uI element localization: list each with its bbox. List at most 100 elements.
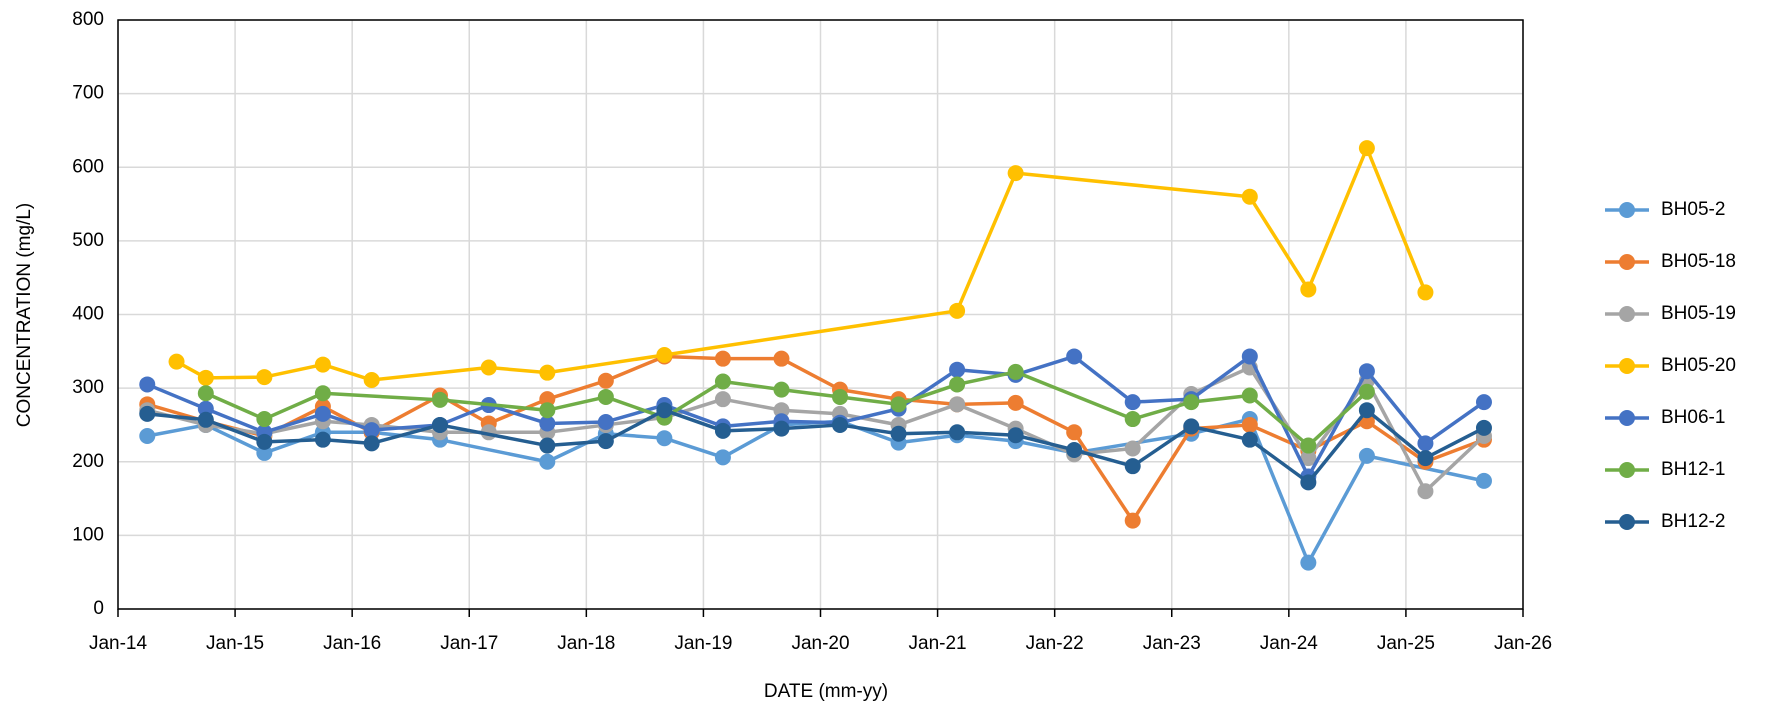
data-point (1183, 418, 1200, 435)
legend-label: BH05-18 (1661, 251, 1736, 272)
data-point (1300, 474, 1317, 491)
data-point (1358, 383, 1375, 400)
data-point (656, 402, 673, 419)
data-point (1124, 440, 1141, 457)
data-point (1124, 458, 1141, 475)
y-tick-label: 800 (72, 9, 104, 30)
data-point (1417, 450, 1434, 467)
data-point (197, 369, 214, 386)
x-tick-label: Jan-14 (89, 633, 148, 654)
x-tick-label: Jan-23 (1143, 633, 1201, 654)
data-point (597, 388, 614, 405)
series-line (175, 146, 1428, 382)
x-axis-title: DATE (mm-yy) (764, 681, 888, 702)
y-tick-label: 400 (72, 304, 104, 325)
data-point (832, 416, 849, 433)
data-point (431, 391, 448, 408)
data-point (314, 356, 331, 373)
series-line (146, 354, 1485, 523)
legend-marker (1619, 410, 1635, 426)
data-point (1300, 450, 1317, 467)
series-line (146, 365, 1486, 493)
data-point (1124, 512, 1141, 529)
data-point (256, 369, 273, 386)
data-point (714, 391, 731, 408)
data-point (1066, 348, 1083, 365)
data-point (1007, 165, 1024, 182)
data-point (1417, 284, 1434, 301)
data-point (1066, 424, 1083, 441)
data-point (1007, 427, 1024, 444)
y-axis-title: CONCENTRATION (mg/L) (14, 203, 35, 427)
data-point (256, 411, 273, 428)
data-point (314, 385, 331, 402)
data-point (1124, 411, 1141, 428)
data-point (1241, 416, 1258, 433)
legend-label: BH12-2 (1661, 511, 1725, 532)
data-point (949, 376, 966, 393)
data-point (1066, 441, 1083, 458)
x-tick-label: Jan-24 (1260, 633, 1319, 654)
y-tick-label: 700 (72, 83, 104, 104)
data-point (773, 420, 790, 437)
data-point (363, 372, 380, 389)
data-point (139, 427, 156, 444)
legend-marker (1619, 514, 1635, 530)
legend-marker (1619, 254, 1635, 270)
legend-label: BH05-2 (1661, 199, 1725, 220)
data-point (714, 449, 731, 466)
data-point (197, 400, 214, 417)
data-point (139, 405, 156, 422)
legend-label: BH05-20 (1661, 355, 1736, 376)
y-tick-label: 0 (93, 598, 104, 619)
data-point (890, 425, 907, 442)
data-point (539, 453, 556, 470)
x-tick-label: Jan-15 (206, 633, 264, 654)
data-point (168, 353, 185, 370)
data-point (539, 364, 556, 381)
legend-label: BH05-19 (1661, 303, 1736, 324)
x-tick-label: Jan-21 (909, 633, 967, 654)
y-tick-label: 500 (72, 230, 104, 251)
data-point (1358, 363, 1375, 380)
legend-label: BH12-1 (1661, 459, 1725, 480)
data-point (656, 346, 673, 363)
data-point (363, 422, 380, 439)
data-point (949, 396, 966, 413)
data-point (1007, 394, 1024, 411)
y-tick-label: 600 (72, 156, 104, 177)
data-point (1475, 472, 1492, 489)
data-point (539, 415, 556, 432)
data-point (597, 433, 614, 450)
data-point (1124, 394, 1141, 411)
data-point (1358, 402, 1375, 419)
legend-marker (1619, 358, 1635, 374)
data-point (1007, 363, 1024, 380)
data-point (1300, 437, 1317, 454)
data-point (1241, 348, 1258, 365)
data-point (363, 435, 380, 452)
data-point (949, 424, 966, 441)
x-tick-label: Jan-17 (440, 633, 498, 654)
data-point (1475, 419, 1492, 436)
x-tick-label: Jan-26 (1494, 633, 1552, 654)
data-point (1241, 188, 1258, 205)
x-tick-label: Jan-25 (1377, 633, 1435, 654)
x-tick-label: Jan-19 (674, 633, 732, 654)
data-point (1183, 394, 1200, 411)
data-point (314, 431, 331, 448)
data-point (1300, 281, 1317, 298)
data-point (773, 402, 790, 419)
data-point (949, 361, 966, 378)
y-tick-label: 200 (72, 451, 104, 472)
data-point (1475, 394, 1492, 411)
data-point (656, 430, 673, 447)
data-point (1417, 483, 1434, 500)
data-point (1241, 387, 1258, 404)
data-point (1417, 435, 1434, 452)
x-tick-label: Jan-16 (323, 633, 381, 654)
y-tick-label: 300 (72, 377, 104, 398)
data-point (139, 376, 156, 393)
data-point (539, 437, 556, 454)
